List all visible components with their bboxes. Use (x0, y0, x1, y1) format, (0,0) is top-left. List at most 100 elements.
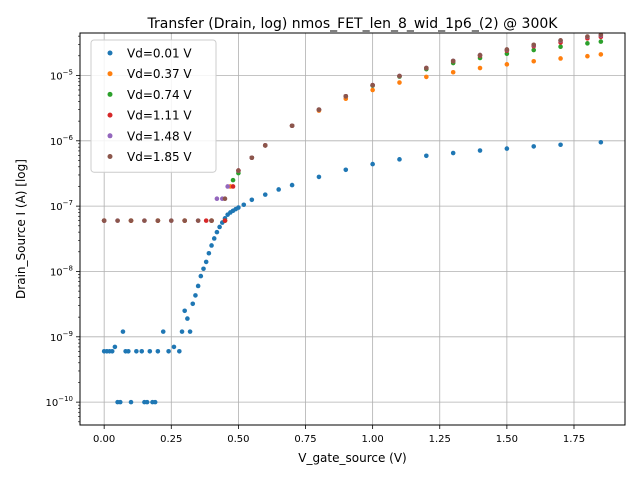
data-point (160, 329, 166, 334)
data-point (109, 348, 115, 354)
data-point (397, 73, 402, 79)
legend-marker (107, 50, 113, 56)
data-point (117, 399, 123, 405)
x-tick-label: 1.50 (496, 434, 518, 445)
points-layer (101, 32, 604, 405)
x-tick-label: 0.25 (160, 434, 182, 445)
data-point (155, 348, 161, 354)
data-point (182, 308, 187, 314)
x-tick-label: 0.75 (294, 434, 316, 445)
legend-marker (107, 91, 113, 97)
series-group (101, 32, 604, 223)
data-point (230, 184, 236, 189)
x-axis-label: V_gate_source (V) (298, 451, 407, 465)
data-point (193, 293, 198, 298)
data-point (585, 41, 590, 46)
data-point (316, 107, 322, 112)
y-tick-label: 10−7 (50, 199, 73, 213)
data-point (142, 218, 147, 223)
data-point (230, 177, 236, 183)
data-point (144, 399, 150, 405)
legend-label: Vd=1.85 V (127, 150, 192, 164)
data-point (424, 65, 429, 71)
data-point (585, 34, 590, 39)
data-point (139, 348, 145, 354)
data-point (598, 52, 604, 57)
plot-frame (79, 32, 626, 426)
data-point (214, 196, 220, 201)
data-point (343, 93, 349, 99)
data-point (168, 218, 174, 223)
legend-label: Vd=0.74 V (127, 88, 192, 102)
data-point (289, 123, 295, 129)
data-point (531, 47, 537, 53)
data-point (262, 192, 268, 197)
data-point (101, 218, 107, 223)
data-point (120, 329, 126, 334)
data-point (147, 348, 153, 354)
data-point (195, 218, 201, 223)
data-point (209, 243, 214, 248)
data-point (397, 80, 402, 85)
data-point (211, 236, 217, 241)
x-tick-label: 1.25 (429, 434, 451, 445)
data-point (370, 82, 375, 88)
data-point (195, 283, 201, 289)
data-point (214, 229, 220, 235)
legend-marker (107, 154, 113, 159)
data-point (177, 348, 182, 354)
data-point (203, 259, 209, 265)
data-point (201, 266, 206, 272)
y-tick-label: 10−6 (50, 134, 74, 148)
data-point (558, 56, 563, 61)
data-point (241, 202, 247, 208)
data-point (128, 399, 134, 405)
legend-label: Vd=1.11 V (127, 109, 192, 123)
data-point (126, 348, 131, 354)
data-point (504, 62, 510, 67)
data-point (249, 155, 255, 161)
data-point (152, 399, 158, 405)
data-point (585, 53, 590, 59)
legend-label: Vd=0.01 V (127, 47, 192, 61)
data-point (598, 32, 604, 38)
data-point (249, 197, 255, 203)
data-point (222, 196, 228, 201)
data-point (477, 148, 483, 153)
data-point (179, 329, 185, 334)
y-tick-label: 10−5 (50, 68, 73, 82)
data-point (477, 52, 483, 58)
y-tick-label: 10−8 (50, 264, 73, 278)
data-point (477, 65, 483, 71)
data-point (397, 157, 402, 162)
data-point (112, 344, 118, 350)
legend-marker (107, 71, 113, 77)
data-point (531, 144, 537, 149)
legend-marker (107, 133, 113, 139)
y-tick-label: 10−10 (45, 395, 73, 409)
data-point (450, 69, 456, 75)
data-point (370, 87, 375, 93)
data-point (531, 42, 537, 48)
data-point (276, 187, 281, 192)
x-tick-label: 0.50 (227, 434, 249, 445)
legend: Vd=0.01 V Vd=0.37 V Vd=0.74 V Vd=1.11 V Vd=1… (90, 39, 217, 173)
data-point (370, 161, 375, 167)
data-point (182, 218, 187, 223)
data-point (166, 348, 171, 354)
data-point (531, 58, 537, 64)
data-point (504, 47, 510, 52)
x-tick-label: 1.75 (563, 434, 585, 445)
chart-title: Transfer (Drain, log) nmos_FET_len_8_wid… (147, 16, 559, 32)
legend-label: Vd=0.37 V (127, 67, 192, 81)
data-point (115, 218, 120, 223)
grid-layer (80, 33, 625, 425)
y-axis-label: Drain_Source I (A) [log] (14, 159, 28, 299)
data-point (236, 205, 241, 210)
data-point (209, 218, 214, 223)
x-tick-label: 0.00 (93, 434, 115, 445)
data-point (236, 168, 241, 173)
data-point (598, 39, 604, 44)
data-point (558, 38, 563, 43)
